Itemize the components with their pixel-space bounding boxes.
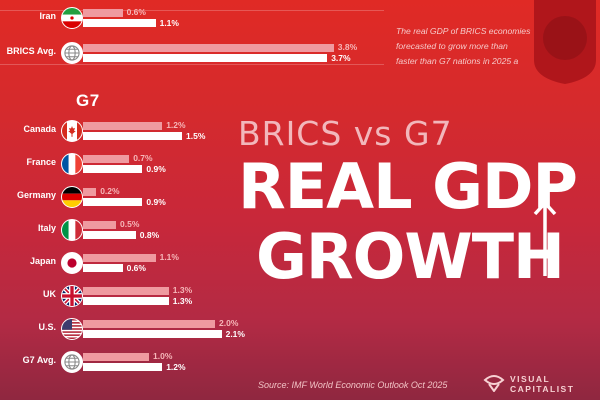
g7-group-title: G7	[76, 91, 100, 110]
country-label: Canada	[23, 124, 56, 134]
chart-row: G7 Avg. 1.0% 1.2%	[0, 350, 380, 374]
bar-series-1	[83, 221, 116, 229]
bar-series-2	[83, 54, 328, 62]
country-label: Japan	[29, 256, 56, 266]
chart-row: France 0.7% 0.9%	[0, 152, 380, 176]
chart-row: Italy 0.5% 0.8%	[0, 218, 380, 242]
country-label: Germany	[16, 190, 56, 200]
value-label-series-1: 1.2%	[166, 120, 186, 130]
chart-row: BRICS Avg. 3.8% 3.7%	[0, 41, 380, 65]
value-label-series-1: 0.6%	[126, 7, 146, 17]
chart-note: The real GDP of BRICS economies forecast…	[396, 26, 531, 66]
bar-series-2	[83, 198, 143, 206]
globe-icon	[61, 351, 83, 373]
bar-series-2	[83, 231, 136, 239]
visual-capitalist-logo-icon	[483, 375, 505, 392]
value-label-series-1: 0.7%	[133, 153, 153, 163]
value-label-series-2: 1.3%	[172, 296, 193, 306]
value-label-series-1: 3.8%	[337, 42, 358, 52]
chart-row: Iran 0.6% 1.1%	[0, 6, 380, 30]
country-label: UK	[43, 289, 56, 299]
value-label-series-2: 0.9%	[146, 197, 166, 207]
bar-series-1	[83, 254, 156, 262]
canada-flag-icon	[61, 120, 83, 142]
divider-brics	[0, 64, 384, 65]
value-label-series-1: 1.0%	[153, 351, 173, 361]
bar-series-2	[83, 264, 123, 272]
growth-arrow-icon	[533, 200, 557, 276]
uk-flag-icon	[61, 285, 83, 307]
bar-series-1	[83, 9, 123, 17]
value-label-series-1: 0.2%	[100, 186, 120, 196]
bar-series-2	[83, 330, 222, 338]
bar-series-1	[83, 122, 163, 130]
bar-series-1	[83, 188, 97, 196]
divider-top	[0, 10, 384, 11]
value-label-series-1: 1.3%	[172, 285, 193, 295]
bar-series-1	[83, 287, 169, 295]
chart-title-line1: REAL GDP	[238, 150, 578, 223]
value-label-series-2: 1.5%	[186, 131, 206, 141]
bar-series-1	[83, 155, 130, 163]
watermark-logo	[534, 0, 596, 84]
value-label-series-1: 0.5%	[120, 219, 140, 229]
iran-flag-icon	[61, 7, 83, 29]
country-label: G7 Avg.	[22, 355, 56, 365]
value-label-series-2: 0.9%	[146, 164, 166, 174]
bar-series-2	[83, 297, 169, 305]
value-label-series-2: 2.1%	[225, 329, 245, 339]
country-label: Italy	[37, 223, 56, 233]
value-label-series-2: 0.6%	[126, 263, 146, 273]
chart-row: Germany 0.2% 0.9%	[0, 185, 380, 209]
italy-flag-icon	[61, 219, 83, 241]
value-label-series-2: 0.8%	[139, 230, 160, 240]
chart-title-line2: GROWTH	[256, 220, 565, 293]
bar-series-1	[83, 353, 149, 361]
chart-subtitle: BRICS vs G7	[238, 114, 453, 153]
bar-series-1	[83, 320, 215, 328]
value-label-series-1: 1.1%	[159, 252, 179, 262]
chart-row: Canada 1.2% 1.5%	[0, 119, 380, 143]
source-text: Source: IMF World Economic Outlook Oct 2…	[258, 380, 448, 390]
bar-series-2	[83, 132, 182, 140]
chart-row: U.S. 2.0% 2.1%	[0, 317, 380, 341]
globe-icon	[61, 42, 83, 64]
value-label-series-1: 2.0%	[219, 318, 239, 328]
bar-series-2	[83, 363, 163, 371]
france-flag-icon	[61, 153, 83, 175]
country-label: BRICS Avg.	[6, 46, 56, 56]
country-label: France	[26, 157, 56, 167]
usa-flag-icon	[61, 318, 83, 340]
chart-row: UK 1.3% 1.3%	[0, 284, 380, 308]
country-label: U.S.	[38, 322, 56, 332]
chart-row: Japan 1.1% 0.6%	[0, 251, 380, 275]
value-label-series-2: 1.1%	[159, 18, 179, 28]
value-label-series-2: 3.7%	[331, 53, 351, 63]
bar-series-2	[83, 165, 143, 173]
japan-flag-icon	[61, 252, 83, 274]
germany-flag-icon	[61, 186, 83, 208]
bar-series-2	[83, 19, 156, 27]
value-label-series-2: 1.2%	[166, 362, 186, 372]
country-label: Iran	[39, 11, 56, 21]
bar-series-1	[83, 44, 334, 52]
brand-name: VISUAL CAPITALIST	[510, 374, 575, 394]
